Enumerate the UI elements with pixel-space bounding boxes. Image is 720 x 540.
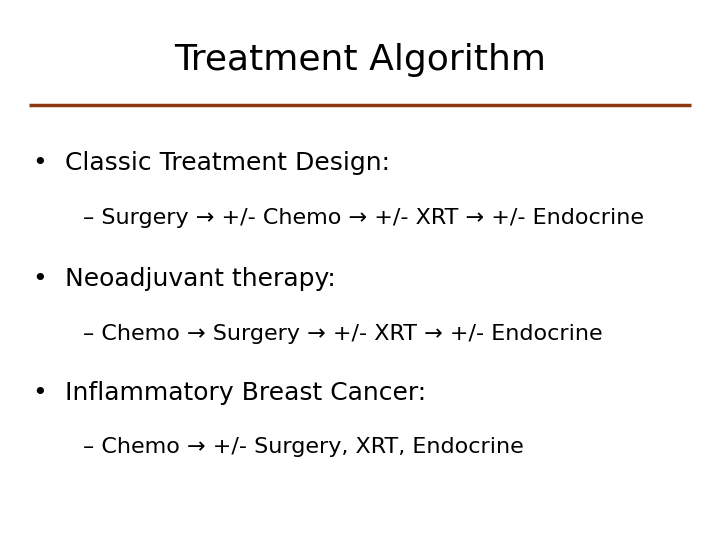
Text: •: • [32,381,47,404]
Text: •: • [32,151,47,175]
Text: Treatment Algorithm: Treatment Algorithm [174,43,546,77]
Text: Classic Treatment Design:: Classic Treatment Design: [65,151,390,175]
Text: – Surgery → +/- Chemo → +/- XRT → +/- Endocrine: – Surgery → +/- Chemo → +/- XRT → +/- En… [83,208,644,228]
Text: – Chemo → +/- Surgery, XRT, Endocrine: – Chemo → +/- Surgery, XRT, Endocrine [83,437,523,457]
Text: – Chemo → Surgery → +/- XRT → +/- Endocrine: – Chemo → Surgery → +/- XRT → +/- Endocr… [83,324,603,344]
Text: Neoadjuvant therapy:: Neoadjuvant therapy: [65,267,336,291]
Text: •: • [32,267,47,291]
Text: Inflammatory Breast Cancer:: Inflammatory Breast Cancer: [65,381,426,404]
